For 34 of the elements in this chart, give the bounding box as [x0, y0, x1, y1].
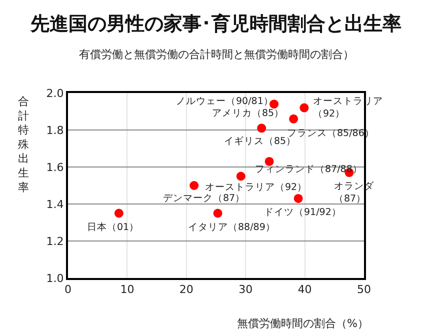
annotation: アメリカ（85） [212, 108, 284, 119]
point [190, 181, 199, 190]
annotation: ドイツ（91/92） [264, 207, 342, 218]
point [270, 100, 279, 109]
x-tick-label: 20 [179, 283, 194, 296]
point [236, 172, 246, 181]
point [264, 156, 274, 166]
annotation: デンマーク（87） [163, 193, 246, 204]
point [300, 103, 309, 112]
y-tick-label: 1.0 [46, 272, 64, 285]
chart-subtitle: 有償労働と無償労働の合計時間と無償労働時間の割合） [79, 48, 354, 61]
point [294, 194, 303, 203]
y-tick-label: 1.8 [46, 124, 64, 137]
y-tick-label: 1.4 [46, 198, 64, 211]
point [114, 208, 124, 218]
x-tick-label: 0 [64, 283, 72, 296]
point [257, 124, 266, 133]
y-tick-label: 1.6 [46, 160, 64, 174]
x-axis-title: 無償労働時間の割合（%） [237, 317, 368, 330]
x-tick-label: 50 [357, 283, 371, 296]
annotation: オーストラリア（92） [205, 182, 308, 193]
point [213, 208, 222, 218]
x-tick-label: 30 [238, 283, 253, 296]
y-axis-title: 合計特殊出生率 [18, 95, 29, 194]
y-tick-label: 1.2 [46, 234, 64, 248]
point [289, 114, 298, 124]
y-tick-label: 2.0 [46, 86, 64, 100]
annotation: ノルウェー（90/81） [176, 96, 274, 107]
annotation: フランス（85/86） [287, 128, 374, 139]
chart-title: 先進国の男性の家事･育児時間割合と出生率 [30, 12, 402, 35]
x-tick-label: 10 [120, 283, 134, 296]
annotation: 日本（01） [87, 221, 140, 233]
x-tick-label: 40 [298, 283, 312, 296]
annotation: イタリア（88/89） [188, 222, 276, 233]
